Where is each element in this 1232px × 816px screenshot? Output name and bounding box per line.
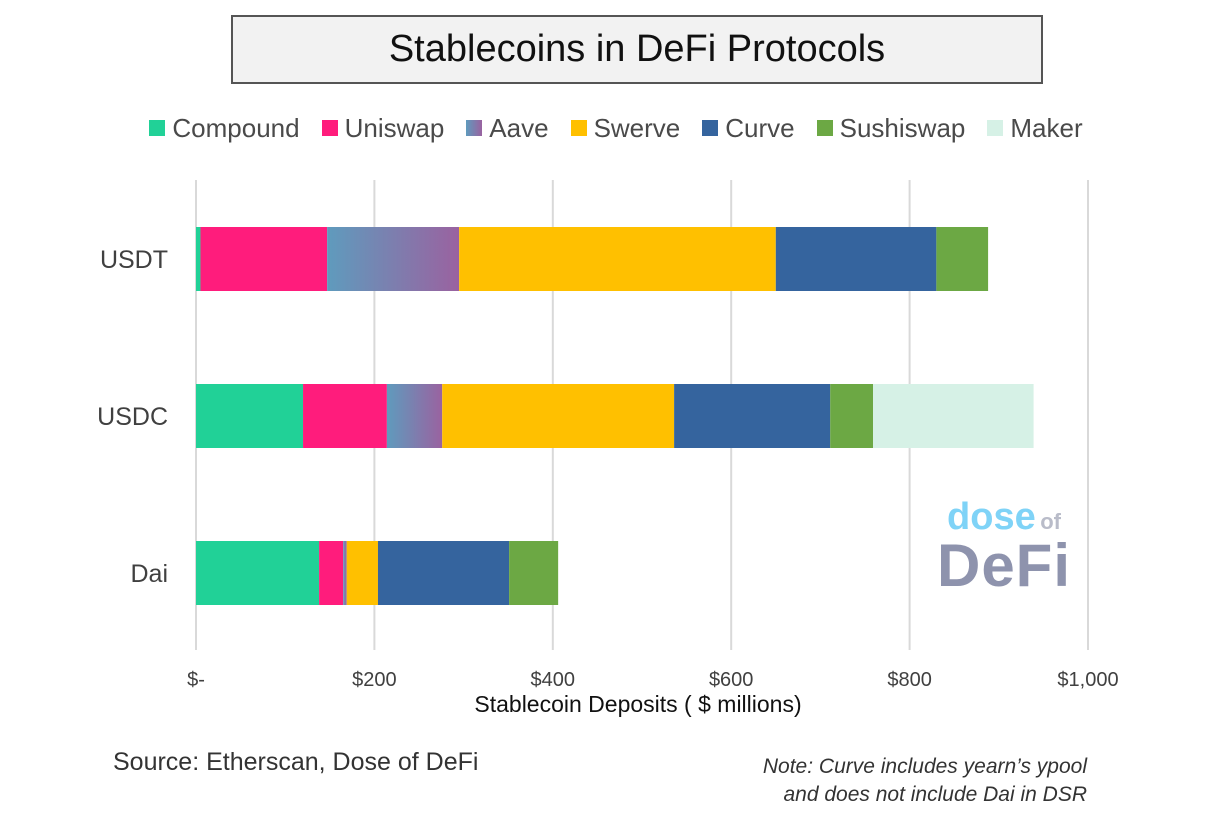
x-tick-label-0: $- — [187, 669, 205, 691]
bar-usdt-curve — [775, 227, 937, 291]
bar-usdc-compound — [196, 384, 304, 448]
legend-item-swerve: Swerve — [570, 112, 681, 144]
x-tick-label-5: $1,000 — [1057, 669, 1118, 691]
bar-dai-compound — [196, 541, 320, 605]
legend-swatch-compound — [149, 120, 166, 136]
legend-item-sushiswap: Sushiswap — [816, 112, 966, 144]
bar-dai-uniswap — [319, 541, 344, 605]
footnote: Note: Curve includes yearn’s ypool and d… — [763, 753, 1087, 809]
legend-label-uniswap: Uniswap — [344, 112, 445, 143]
legend-item-aave: Aave — [466, 112, 549, 144]
bar-usdc-maker — [873, 384, 1034, 448]
legend-label-maker: Maker — [1010, 112, 1083, 143]
logo-of-text: of — [1040, 509, 1061, 534]
chart-title: Stablecoins in DeFi Protocols — [231, 15, 1043, 84]
legend-swatch-sushiswap — [816, 120, 833, 136]
x-tick-label-1: $200 — [352, 669, 397, 691]
bar-usdc-swerve — [442, 384, 675, 448]
legend-item-compound: Compound — [149, 112, 300, 144]
bar-usdc-aave — [386, 384, 443, 448]
bar-usdc-sushiswap — [830, 384, 874, 448]
category-label-usdc: USDC — [97, 403, 168, 431]
bar-dai-curve — [377, 541, 510, 605]
x-axis-title: Stablecoin Deposits ( $ millions) — [474, 691, 801, 717]
bar-dai-aave — [343, 541, 347, 605]
legend-item-curve: Curve — [702, 112, 795, 144]
logo-dose-text: dose — [947, 496, 1036, 538]
legend-label-aave: Aave — [489, 112, 549, 143]
legend-swatch-swerve — [570, 120, 587, 136]
legend-swatch-curve — [702, 120, 719, 136]
bar-usdt-compound — [196, 227, 201, 291]
logo-defi-text: DeFi — [936, 532, 1072, 599]
legend-swatch-aave — [466, 120, 483, 136]
legend-label-curve: Curve — [725, 112, 795, 143]
legend: Compound Uniswap Aave Swerve Curve Sushiswap M… — [0, 110, 1232, 146]
legend-label-sushiswap: Sushiswap — [839, 112, 966, 143]
legend-item-uniswap: Uniswap — [321, 112, 445, 144]
bar-usdt-uniswap — [200, 227, 328, 291]
bar-usdt-aave — [327, 227, 460, 291]
bar-usdt-sushiswap — [936, 227, 989, 291]
category-label-usdt: USDT — [100, 246, 168, 274]
dose-of-defi-logo: dose of DeFi — [934, 498, 1074, 596]
bar-usdc-uniswap — [303, 384, 387, 448]
legend-swatch-uniswap — [321, 120, 338, 136]
bar-usdt-swerve — [459, 227, 776, 291]
legend-item-maker: Maker — [987, 112, 1083, 144]
legend-label-swerve: Swerve — [593, 112, 681, 143]
x-tick-label-3: $600 — [709, 669, 754, 691]
footnote-line-2: and does not include Dai in DSR — [783, 783, 1087, 806]
category-label-dai: Dai — [130, 560, 168, 588]
x-tick-label-2: $400 — [531, 669, 576, 691]
legend-label-compound: Compound — [172, 112, 300, 143]
x-tick-label-4: $800 — [887, 669, 932, 691]
bar-usdc-curve — [674, 384, 831, 448]
footnote-line-1: Note: Curve includes yearn’s ypool — [762, 755, 1087, 778]
bar-dai-swerve — [346, 541, 378, 605]
bar-dai-sushiswap — [509, 541, 559, 605]
legend-swatch-maker — [987, 120, 1004, 136]
source-note: Source: Etherscan, Dose of DeFi — [113, 748, 479, 776]
